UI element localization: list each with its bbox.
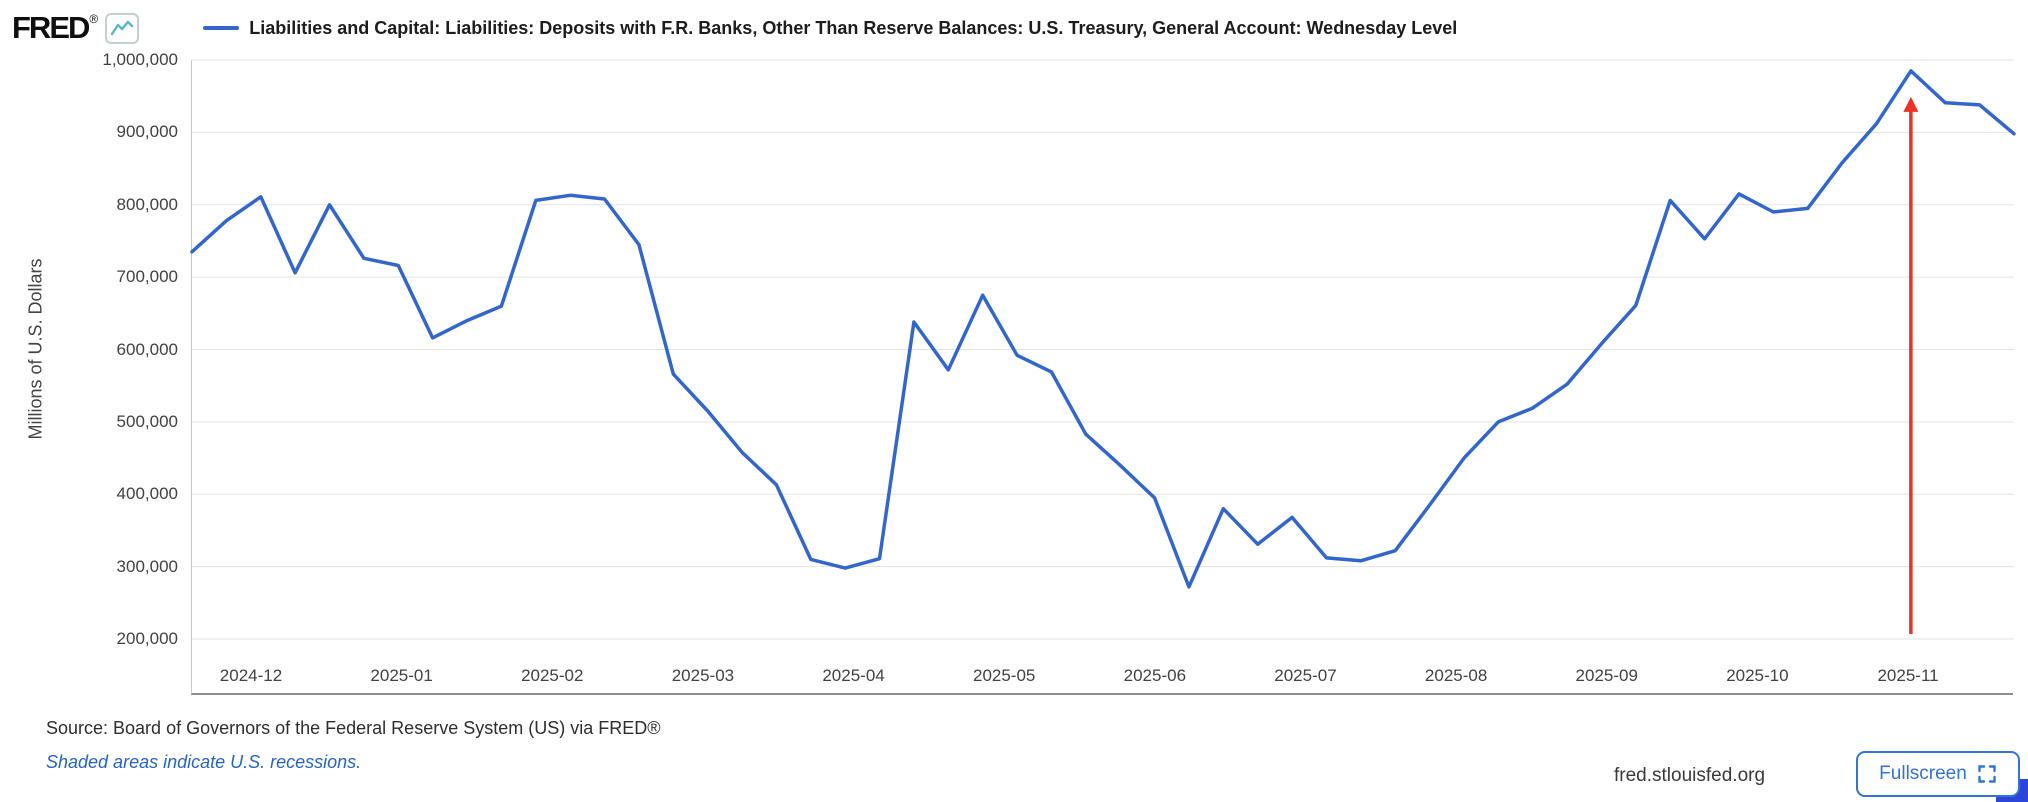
chart-header: FRED ® Liabilities and Capital: Liabilit… — [12, 8, 1457, 48]
y-tick-label: 800,000 — [116, 194, 178, 214]
fullscreen-icon — [1977, 764, 1997, 784]
x-tick-label: 2024-12 — [219, 666, 283, 685]
y-tick-label: 400,000 — [116, 484, 178, 504]
y-tick-label: 900,000 — [116, 122, 178, 142]
fred-logo[interactable]: FRED ® — [12, 10, 140, 46]
x-tick-label: 2025-05 — [972, 666, 1036, 685]
series-line — [190, 69, 2016, 589]
recession-note: Shaded areas indicate U.S. recessions. — [46, 752, 362, 772]
source-note: Source: Board of Governors of the Federa… — [46, 718, 661, 738]
y-tick-label: 300,000 — [116, 556, 178, 576]
fullscreen-button[interactable]: Fullscreen — [1856, 751, 2020, 797]
chart-canvas[interactable] — [190, 59, 2016, 693]
fullscreen-button-label: Fullscreen — [1879, 763, 1967, 784]
y-axis-labels: 1,000,000 900,000 800,000 700,000 600,000 500… — [0, 50, 178, 648]
plot-area: 2024-12 2025-01 2025-02 2025-03 2025-04 2025-… — [190, 59, 2016, 695]
fred-logo-text: FRED — [12, 10, 90, 45]
y-tick-label: 1,000,000 — [102, 50, 178, 69]
y-tick-label: 500,000 — [116, 411, 178, 431]
x-tick-label: 2025-06 — [1123, 666, 1187, 685]
x-tick-label: 2025-08 — [1424, 666, 1488, 685]
site-url: fred.stlouisfed.org — [1614, 765, 1766, 786]
legend-line-swatch — [203, 26, 240, 30]
series-title: Liabilities and Capital: Liabilities: De… — [249, 17, 1458, 38]
fred-graph-icon — [105, 13, 140, 44]
y-tick-label: 600,000 — [116, 339, 178, 359]
x-tick-label: 2025-09 — [1575, 666, 1638, 685]
x-tick-label: 2025-02 — [521, 666, 584, 685]
y-tick-label: 200,000 — [116, 629, 178, 648]
x-tick-label: 2025-01 — [370, 666, 433, 685]
registered-trademark: ® — [89, 12, 99, 26]
series-legend: Liabilities and Capital: Liabilities: De… — [203, 18, 1457, 39]
annotation-arrow-head — [1903, 96, 1919, 112]
x-tick-label: 2025-04 — [822, 666, 885, 685]
y-tick-label: 700,000 — [116, 267, 178, 287]
x-tick-label: 2025-11 — [1877, 666, 1939, 685]
x-tick-label: 2025-07 — [1274, 666, 1337, 685]
x-tick-label: 2025-03 — [671, 666, 735, 685]
x-tick-label: 2025-10 — [1726, 666, 1789, 685]
